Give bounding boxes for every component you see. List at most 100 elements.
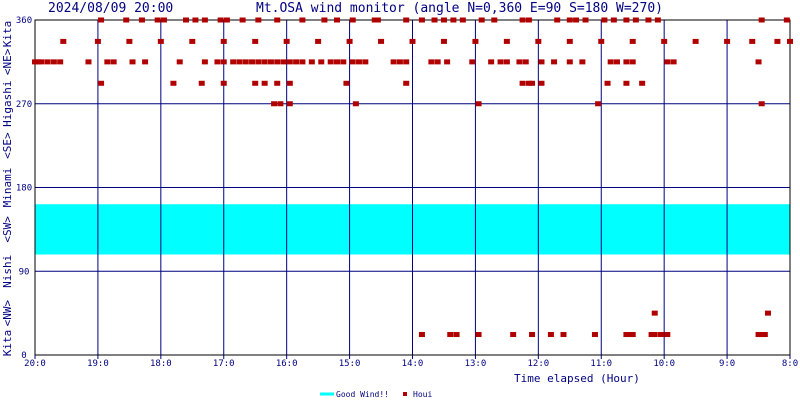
data-point [444, 59, 451, 65]
header-datetime: 2024/08/09 20:00 [48, 1, 173, 16]
data-point [198, 80, 205, 86]
x-tick-label: 15:0 [339, 359, 361, 369]
data-point [629, 59, 636, 65]
data-point [274, 80, 281, 86]
x-tick-label: 20:0 [24, 359, 46, 369]
data-point [220, 80, 227, 86]
data-point [349, 17, 356, 23]
data-point [573, 17, 580, 23]
direction-label: Higashi [1, 81, 14, 127]
data-point [403, 17, 410, 23]
data-point [38, 59, 45, 65]
data-point [749, 38, 756, 44]
data-point [374, 17, 381, 23]
data-point [764, 310, 771, 316]
x-tick-label: 17:0 [213, 359, 235, 369]
data-point [664, 59, 671, 65]
data-point [255, 17, 262, 23]
data-point [670, 59, 677, 65]
x-tick-label: 14:0 [402, 359, 424, 369]
data-point [409, 38, 416, 44]
data-point [327, 59, 334, 65]
data-point [645, 17, 652, 23]
data-point [157, 38, 164, 44]
data-point [783, 17, 790, 23]
direction-label: Kita [1, 21, 14, 48]
data-point [724, 38, 731, 44]
data-point [519, 17, 526, 23]
x-tick-label: 13:0 [465, 359, 487, 369]
data-point [123, 17, 130, 23]
data-point [629, 38, 636, 44]
data-point [252, 38, 259, 44]
data-point [50, 59, 57, 65]
data-point [566, 38, 573, 44]
data-point [516, 59, 523, 65]
data-point [239, 17, 246, 23]
data-point [35, 59, 42, 65]
data-point [519, 80, 526, 86]
data-point [632, 17, 639, 23]
data-point [201, 17, 208, 23]
data-point [774, 38, 781, 44]
x-tick-label: 18:0 [150, 359, 172, 369]
data-point [318, 59, 325, 65]
data-point [362, 59, 369, 65]
data-point [525, 17, 532, 23]
data-point [261, 80, 268, 86]
data-point [478, 17, 485, 23]
data-point [529, 332, 536, 338]
data-point [610, 17, 617, 23]
data-point [525, 80, 532, 86]
data-point [538, 59, 545, 65]
data-point [761, 332, 768, 338]
data-point [607, 59, 614, 65]
data-point [280, 59, 287, 65]
y-tick-label: 90 [19, 267, 30, 277]
data-point [440, 17, 447, 23]
data-point [591, 332, 598, 338]
data-point [758, 101, 765, 107]
data-point [283, 38, 290, 44]
data-point [378, 38, 385, 44]
data-point [274, 17, 281, 23]
data-point [299, 17, 306, 23]
data-point [623, 17, 630, 23]
data-point [223, 17, 230, 23]
left-axis-direction-labels: Kita<NW>Nishi<SW>Minami<SE>Higashi<NE>Ki… [1, 21, 14, 357]
data-point [595, 101, 602, 107]
data-point [242, 59, 249, 65]
data-point [277, 101, 284, 107]
data-point [340, 59, 347, 65]
data-point [529, 80, 536, 86]
data-point [469, 59, 476, 65]
direction-label: Nishi [1, 255, 14, 288]
data-point [346, 38, 353, 44]
data-point [601, 17, 608, 23]
data-point [692, 38, 699, 44]
data-point [129, 59, 136, 65]
data-point [475, 332, 482, 338]
data-point [315, 38, 322, 44]
data-point [428, 59, 435, 65]
data-point [598, 38, 605, 44]
data-point [352, 101, 359, 107]
data-point [651, 332, 658, 338]
data-point [220, 38, 227, 44]
data-point [170, 80, 177, 86]
data-point [349, 59, 356, 65]
x-tick-label: 16:0 [276, 359, 298, 369]
data-point [390, 59, 397, 65]
data-point [654, 17, 661, 23]
x-tick-label: 12:0 [527, 359, 549, 369]
data-point [447, 332, 454, 338]
data-point [249, 59, 256, 65]
data-point [639, 80, 646, 86]
x-axis: 20:0 19:0 18:0 17:0 16:0 15:0 14:0 13:0 12:0 11:0… [24, 355, 798, 369]
data-point [758, 17, 765, 23]
data-point [403, 59, 410, 65]
x-axis-label: Time elapsed (Hour) [514, 372, 640, 385]
direction-label: <SW> [1, 216, 14, 243]
data-point [286, 80, 293, 86]
